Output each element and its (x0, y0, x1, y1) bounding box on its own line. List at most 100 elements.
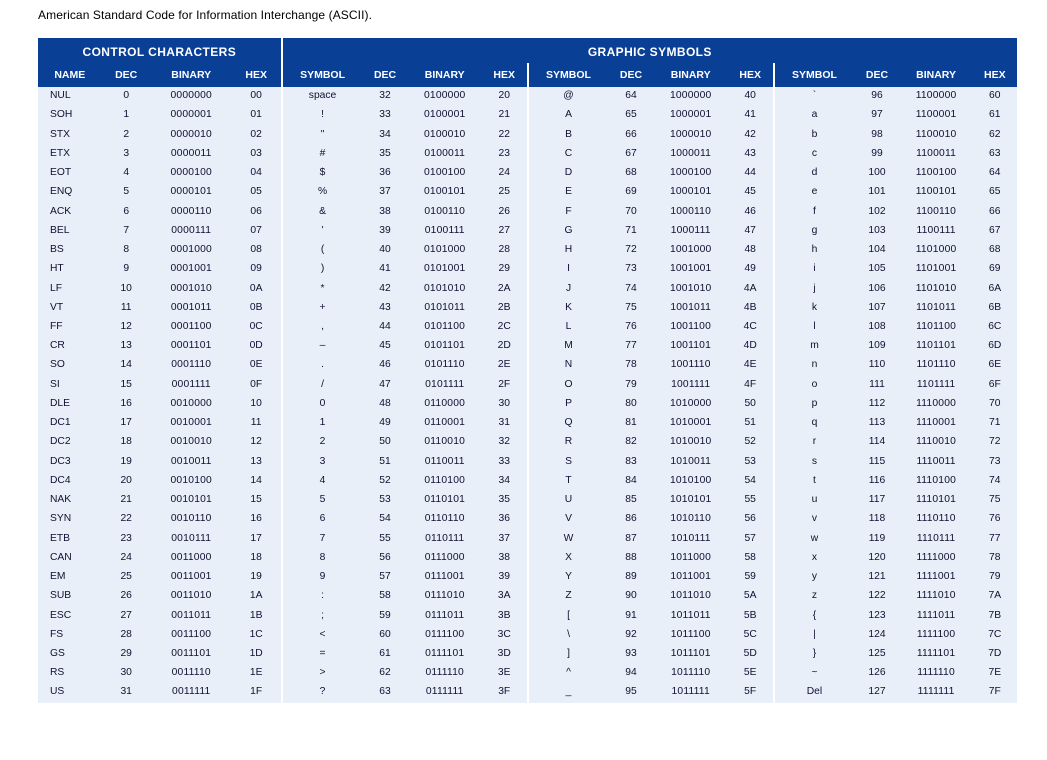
cell-bin: 0101110 (408, 356, 482, 375)
table-row: CAN24001100018856011100038X88101100058x1… (38, 549, 1017, 568)
table-row: ACK6000011006&38010011026F70100011046f10… (38, 202, 1017, 221)
super-header-graphic: GRAPHIC SYMBOLS (282, 38, 1017, 63)
cell-dec: 81 (608, 414, 653, 433)
cell-sym: # (282, 145, 363, 164)
cell-bin: 1001000 (654, 241, 728, 260)
table-row: ENQ5000010105%37010010125E69100010145e10… (38, 183, 1017, 202)
cell-hex: 3E (482, 664, 528, 683)
cell-dec: 98 (854, 125, 899, 144)
cell-bin: 0110001 (408, 414, 482, 433)
cell-hex: 5A (728, 587, 774, 606)
cell-sym: @ (528, 87, 609, 106)
table-row: BEL7000011107'39010011127G71100011147g10… (38, 222, 1017, 241)
cell-sym: i (774, 260, 855, 279)
cell-hex: 32 (482, 433, 528, 452)
cell-bin: 0001101 (151, 337, 232, 356)
cell-name: NUL (38, 87, 102, 106)
cell-dec: 126 (854, 664, 899, 683)
cell-dec: 0 (102, 87, 151, 106)
cell-bin: 0000001 (151, 106, 232, 125)
cell-dec: 26 (102, 587, 151, 606)
cell-sym: D (528, 164, 609, 183)
cell-dec: 3 (102, 145, 151, 164)
cell-hex: 1A (232, 587, 282, 606)
cell-hex: 7A (973, 587, 1017, 606)
cell-bin: 0100010 (408, 125, 482, 144)
cell-dec: 6 (102, 202, 151, 221)
cell-sym: " (282, 125, 363, 144)
cell-dec: 104 (854, 241, 899, 260)
cell-name: DC4 (38, 472, 102, 491)
cell-hex: 5C (728, 626, 774, 645)
table-row: ETX3000001103#35010001123C67100001143c99… (38, 145, 1017, 164)
cell-dec: 118 (854, 510, 899, 529)
col-hex-1: HEX (482, 63, 528, 87)
cell-bin: 1000011 (654, 145, 728, 164)
cell-dec: 79 (608, 376, 653, 395)
table-row: GS2900111011D=6101111013D]9310111015D}12… (38, 645, 1017, 664)
cell-hex: 6D (973, 337, 1017, 356)
cell-hex: 00 (232, 87, 282, 106)
cell-sym: R (528, 433, 609, 452)
cell-hex: 6A (973, 279, 1017, 298)
cell-sym: 1 (282, 414, 363, 433)
cell-hex: 09 (232, 260, 282, 279)
cell-bin: 1000001 (654, 106, 728, 125)
cell-bin: 1001110 (654, 356, 728, 375)
cell-hex: 34 (482, 472, 528, 491)
cell-dec: 76 (608, 318, 653, 337)
cell-sym: + (282, 299, 363, 318)
cell-name: DC3 (38, 452, 102, 471)
cell-bin: 1101101 (900, 337, 973, 356)
cell-dec: 116 (854, 472, 899, 491)
cell-name: SOH (38, 106, 102, 125)
cell-dec: 57 (362, 568, 407, 587)
cell-hex: 38 (482, 549, 528, 568)
cell-sym: j (774, 279, 855, 298)
col-symbol-2: SYMBOL (528, 63, 609, 87)
cell-name: EOT (38, 164, 102, 183)
cell-bin: 1010110 (654, 510, 728, 529)
cell-dec: 42 (362, 279, 407, 298)
cell-bin: 0010111 (151, 529, 232, 548)
cell-sym: ) (282, 260, 363, 279)
col-symbol-1: SYMBOL (282, 63, 363, 87)
cell-bin: 1010100 (654, 472, 728, 491)
cell-hex: 7D (973, 645, 1017, 664)
cell-sym: m (774, 337, 855, 356)
cell-name: EM (38, 568, 102, 587)
cell-bin: 1110001 (900, 414, 973, 433)
col-dec-2: DEC (608, 63, 653, 87)
cell-dec: 65 (608, 106, 653, 125)
cell-sym: n (774, 356, 855, 375)
cell-dec: 27 (102, 606, 151, 625)
table-row: SUB2600110101A:5801110103AZ9010110105Az1… (38, 587, 1017, 606)
cell-bin: 0011001 (151, 568, 232, 587)
cell-bin: 1011110 (654, 664, 728, 683)
cell-hex: 57 (728, 529, 774, 548)
cell-hex: 06 (232, 202, 282, 221)
cell-dec: 124 (854, 626, 899, 645)
cell-sym: w (774, 529, 855, 548)
cell-hex: 11 (232, 414, 282, 433)
cell-sym: _ (528, 683, 609, 702)
cell-bin: 1001001 (654, 260, 728, 279)
cell-bin: 1000010 (654, 125, 728, 144)
cell-hex: 68 (973, 241, 1017, 260)
cell-bin: 1010001 (654, 414, 728, 433)
cell-dec: 28 (102, 626, 151, 645)
cell-hex: 08 (232, 241, 282, 260)
cell-hex: 3B (482, 606, 528, 625)
cell-bin: 1111001 (900, 568, 973, 587)
cell-bin: 1101100 (900, 318, 973, 337)
cell-hex: 30 (482, 395, 528, 414)
cell-sym: f (774, 202, 855, 221)
cell-bin: 1100001 (900, 106, 973, 125)
cell-bin: 1100111 (900, 222, 973, 241)
table-row: DC319001001113351011001133S83101001153s1… (38, 452, 1017, 471)
cell-sym: C (528, 145, 609, 164)
cell-bin: 0000011 (151, 145, 232, 164)
cell-bin: 1110101 (900, 491, 973, 510)
cell-sym: U (528, 491, 609, 510)
cell-bin: 0001100 (151, 318, 232, 337)
